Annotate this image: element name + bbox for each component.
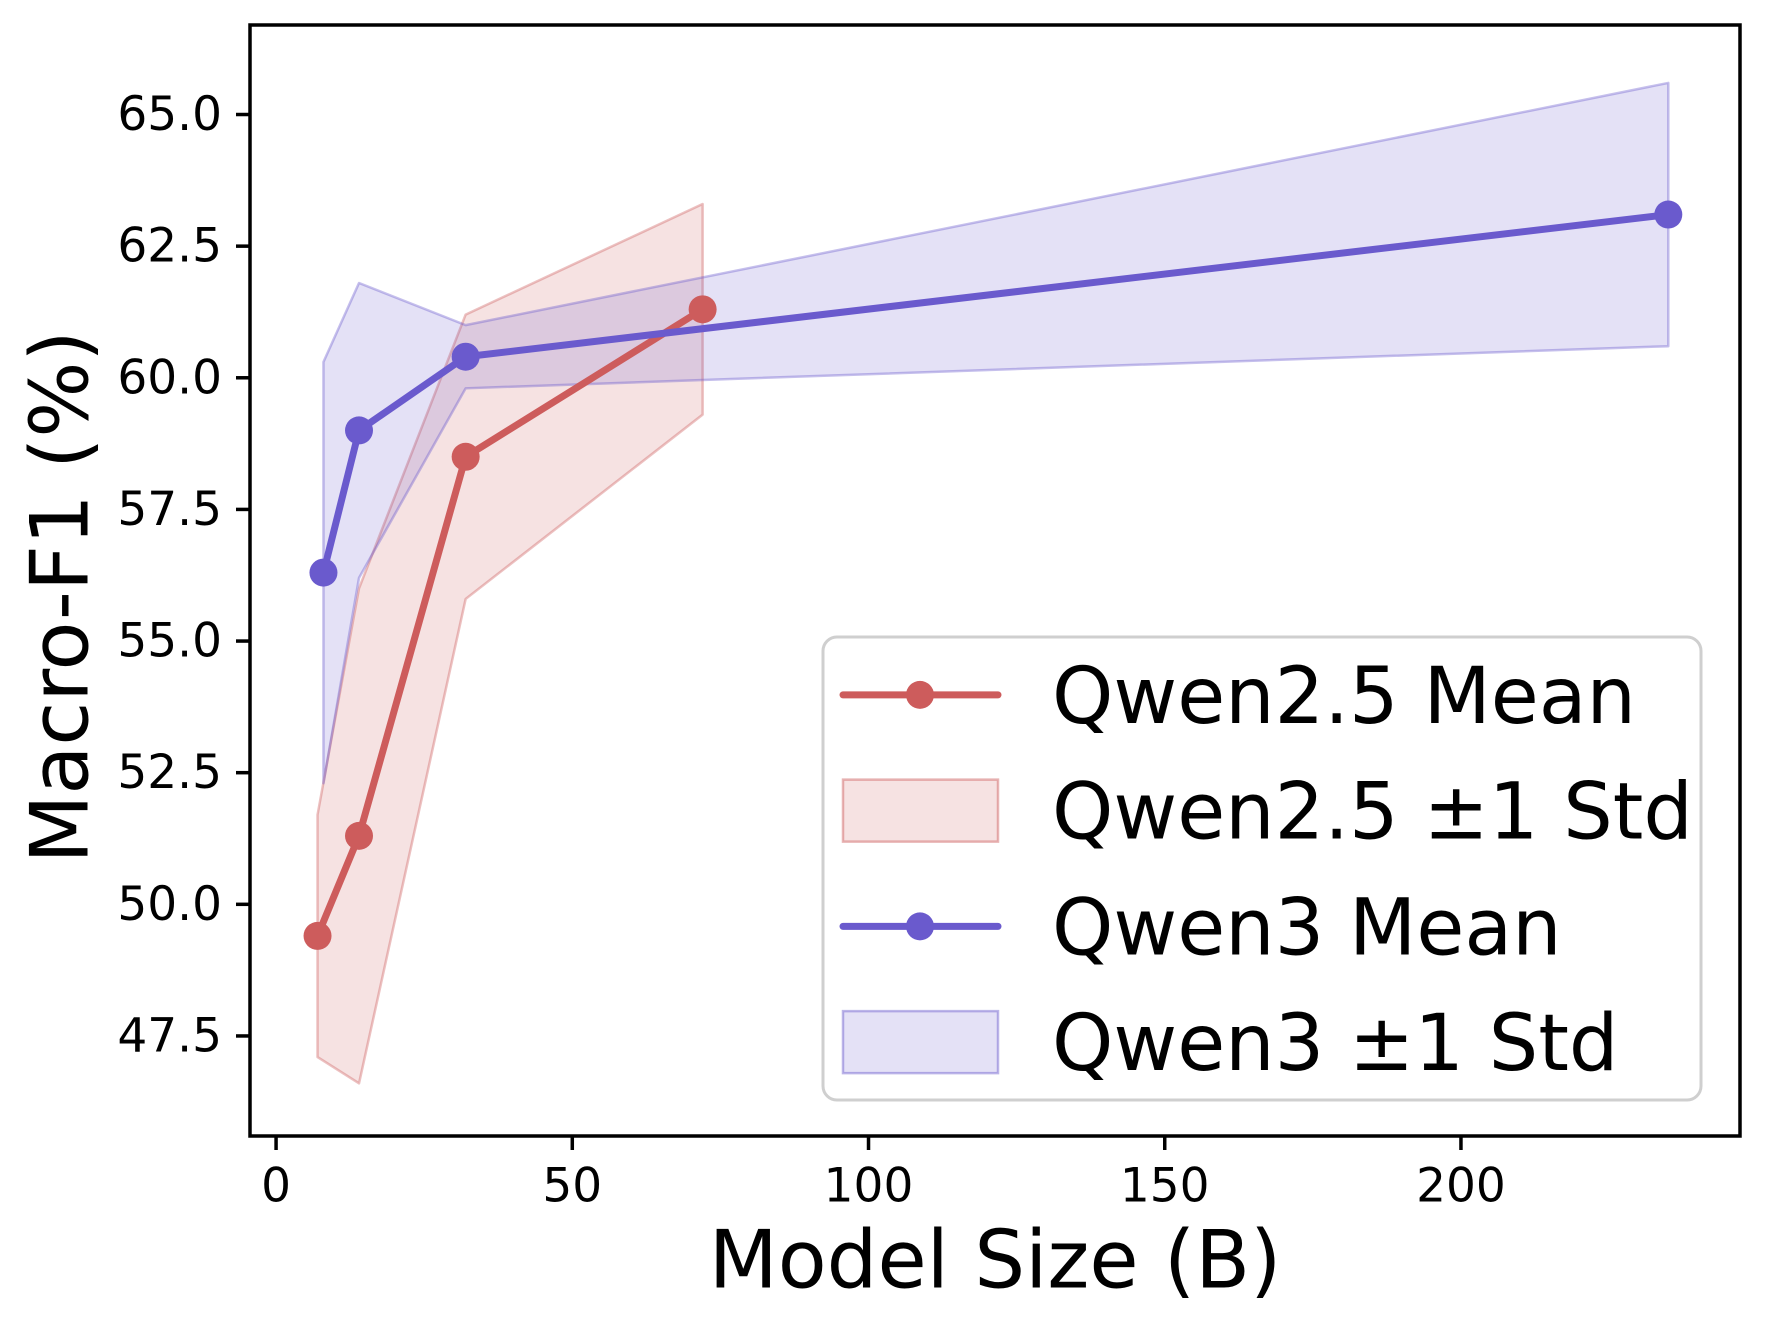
data-point-marker	[451, 442, 480, 471]
mean-line	[319, 211, 1672, 577]
legend-label: Qwen2.5 ±1 Std	[1052, 768, 1693, 858]
x-tick-label: 0	[261, 1158, 291, 1213]
data-point-marker	[451, 342, 480, 371]
plot-spines	[248, 23, 1742, 1138]
y-tick-label: 47.5	[117, 1008, 222, 1063]
std-band	[322, 81, 1670, 785]
y-tick-label: 65.0	[117, 87, 222, 142]
x-axis-label: Model Size (B)	[709, 1214, 1282, 1307]
legend-box	[821, 635, 1703, 1102]
legend-marker	[906, 912, 934, 941]
legend-patch-handle	[841, 1009, 1000, 1075]
legend-marker	[906, 680, 934, 709]
y-tick-label: 62.5	[117, 219, 222, 274]
y-tick-label: 52.5	[117, 745, 222, 800]
x-tick-label: 50	[542, 1158, 602, 1213]
std-band	[316, 202, 704, 1085]
legend-label: Qwen3 ±1 Std	[1052, 999, 1618, 1089]
legend-label: Qwen2.5 Mean	[1052, 652, 1636, 742]
y-axis-label: Macro-F1 (%)	[14, 330, 107, 863]
x-tick-label: 100	[824, 1158, 914, 1213]
data-point-marker	[309, 558, 338, 587]
y-tick-label: 60.0	[117, 350, 222, 405]
y-tick-label: 50.0	[117, 877, 222, 932]
y-tick-label: 57.5	[117, 482, 222, 537]
mean-line	[314, 305, 707, 940]
legend-patch-handle	[841, 778, 1000, 843]
data-point-marker	[303, 921, 332, 950]
data-point-marker	[688, 295, 717, 324]
data-point-marker	[1654, 200, 1683, 229]
data-point-marker	[345, 821, 374, 850]
x-tick-label: 200	[1416, 1158, 1506, 1213]
legend-label: Qwen3 Mean	[1052, 883, 1562, 973]
x-tick-label: 150	[1120, 1158, 1210, 1213]
y-tick-label: 55.0	[117, 614, 222, 669]
data-point-marker	[345, 416, 374, 445]
